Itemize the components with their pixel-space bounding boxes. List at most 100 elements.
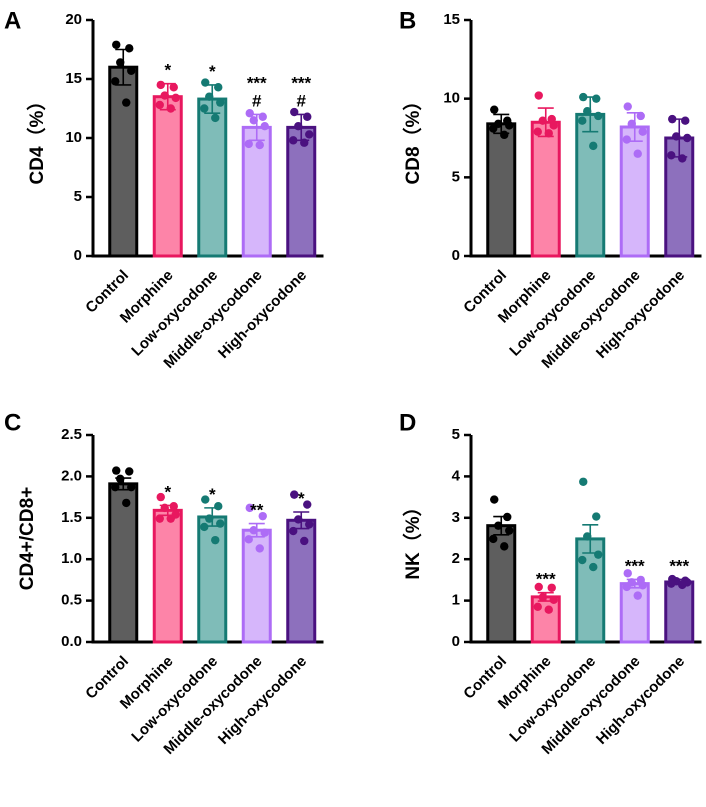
data-point xyxy=(260,122,269,131)
data-point xyxy=(127,66,136,75)
bar xyxy=(286,125,317,258)
data-point xyxy=(122,98,131,107)
y-tick-label: 1.0 xyxy=(61,550,82,567)
data-point xyxy=(533,127,542,136)
data-point xyxy=(303,112,312,121)
y-axis-label: CD4+/CD8+ xyxy=(17,487,38,591)
data-point xyxy=(155,514,164,523)
data-point xyxy=(156,80,165,90)
panel-letter: D xyxy=(399,409,416,436)
data-point xyxy=(125,467,134,476)
data-point xyxy=(500,542,509,551)
data-point xyxy=(171,93,180,103)
data-point xyxy=(294,515,303,524)
significance-marker: ** xyxy=(250,501,264,520)
data-point xyxy=(594,550,603,559)
data-point xyxy=(638,581,647,590)
y-tick-label: 2.0 xyxy=(61,467,82,484)
bar xyxy=(619,125,650,258)
data-point xyxy=(127,482,136,492)
significance-marker: * xyxy=(209,62,216,81)
data-point xyxy=(549,121,558,130)
data-point xyxy=(490,105,499,114)
data-point xyxy=(583,532,592,541)
data-point xyxy=(125,44,134,53)
y-tick-label: 1.5 xyxy=(61,509,82,526)
data-point xyxy=(538,593,547,602)
significance-marker: *** xyxy=(669,556,689,575)
bar xyxy=(152,508,183,644)
data-point xyxy=(200,522,209,532)
data-point xyxy=(289,136,298,145)
data-point xyxy=(160,91,169,100)
bar-group-control: Control xyxy=(82,40,139,317)
data-point xyxy=(258,511,267,521)
data-point xyxy=(594,111,603,121)
data-point xyxy=(111,77,120,86)
data-point xyxy=(245,109,254,118)
data-point xyxy=(169,83,178,92)
data-point xyxy=(489,534,498,544)
data-point xyxy=(216,519,225,528)
data-point xyxy=(166,104,175,113)
data-point xyxy=(668,114,677,124)
panel-letter: C xyxy=(4,409,21,436)
data-point xyxy=(249,526,258,535)
data-point xyxy=(667,151,676,160)
data-point xyxy=(583,107,592,116)
data-point xyxy=(305,520,314,529)
bar xyxy=(664,580,695,644)
data-point xyxy=(633,149,642,158)
panel-b: BCD8（%）051015ControlMorphineLow-oxycodon… xyxy=(399,7,702,372)
data-point xyxy=(116,474,125,484)
panel-c: CCD4+/CD8+0.00.51.01.52.02.5Control*Morp… xyxy=(4,409,324,758)
data-point xyxy=(589,562,598,572)
data-point xyxy=(290,490,299,499)
data-point xyxy=(255,140,264,150)
data-point xyxy=(166,514,175,523)
data-point xyxy=(116,58,125,67)
significance-marker: * xyxy=(164,482,171,501)
bar-group-control: Control xyxy=(82,466,139,703)
data-point xyxy=(579,477,588,486)
data-point xyxy=(633,591,642,600)
data-point xyxy=(503,512,512,522)
data-point xyxy=(623,102,632,111)
data-point xyxy=(672,132,681,141)
data-point xyxy=(538,116,547,125)
significance-marker: # xyxy=(297,91,307,110)
y-tick-label: 3 xyxy=(452,509,460,526)
data-point xyxy=(214,83,223,92)
y-tick-label: 10 xyxy=(443,90,460,107)
significance-marker: * xyxy=(164,61,171,80)
y-tick-label: 0 xyxy=(74,247,82,264)
data-point xyxy=(245,503,254,513)
data-point xyxy=(578,116,587,125)
data-point xyxy=(549,595,558,604)
significance-marker: *** xyxy=(291,73,311,92)
data-point xyxy=(112,466,121,475)
y-tick-label: 0 xyxy=(452,633,460,650)
significance-marker: * xyxy=(298,489,305,508)
data-point xyxy=(505,121,514,130)
data-point xyxy=(201,495,210,504)
y-axis-label: CD8（%） xyxy=(401,92,424,185)
data-point xyxy=(534,91,543,100)
y-tick-label: 5 xyxy=(452,426,460,443)
y-axis-label: CD4（%） xyxy=(25,92,48,185)
y-tick-label: 10 xyxy=(65,129,82,146)
data-point xyxy=(494,521,503,530)
data-point xyxy=(305,130,314,139)
data-point xyxy=(533,602,542,612)
data-point xyxy=(544,129,553,138)
data-point xyxy=(255,544,264,553)
data-point xyxy=(244,139,253,149)
data-point xyxy=(627,119,636,129)
y-axis-label: NK（%） xyxy=(401,497,424,579)
data-point xyxy=(622,135,631,144)
data-point xyxy=(623,569,632,578)
significance-marker: *** xyxy=(625,556,645,575)
data-point xyxy=(169,502,178,511)
data-point xyxy=(547,583,556,592)
bar xyxy=(108,482,139,644)
